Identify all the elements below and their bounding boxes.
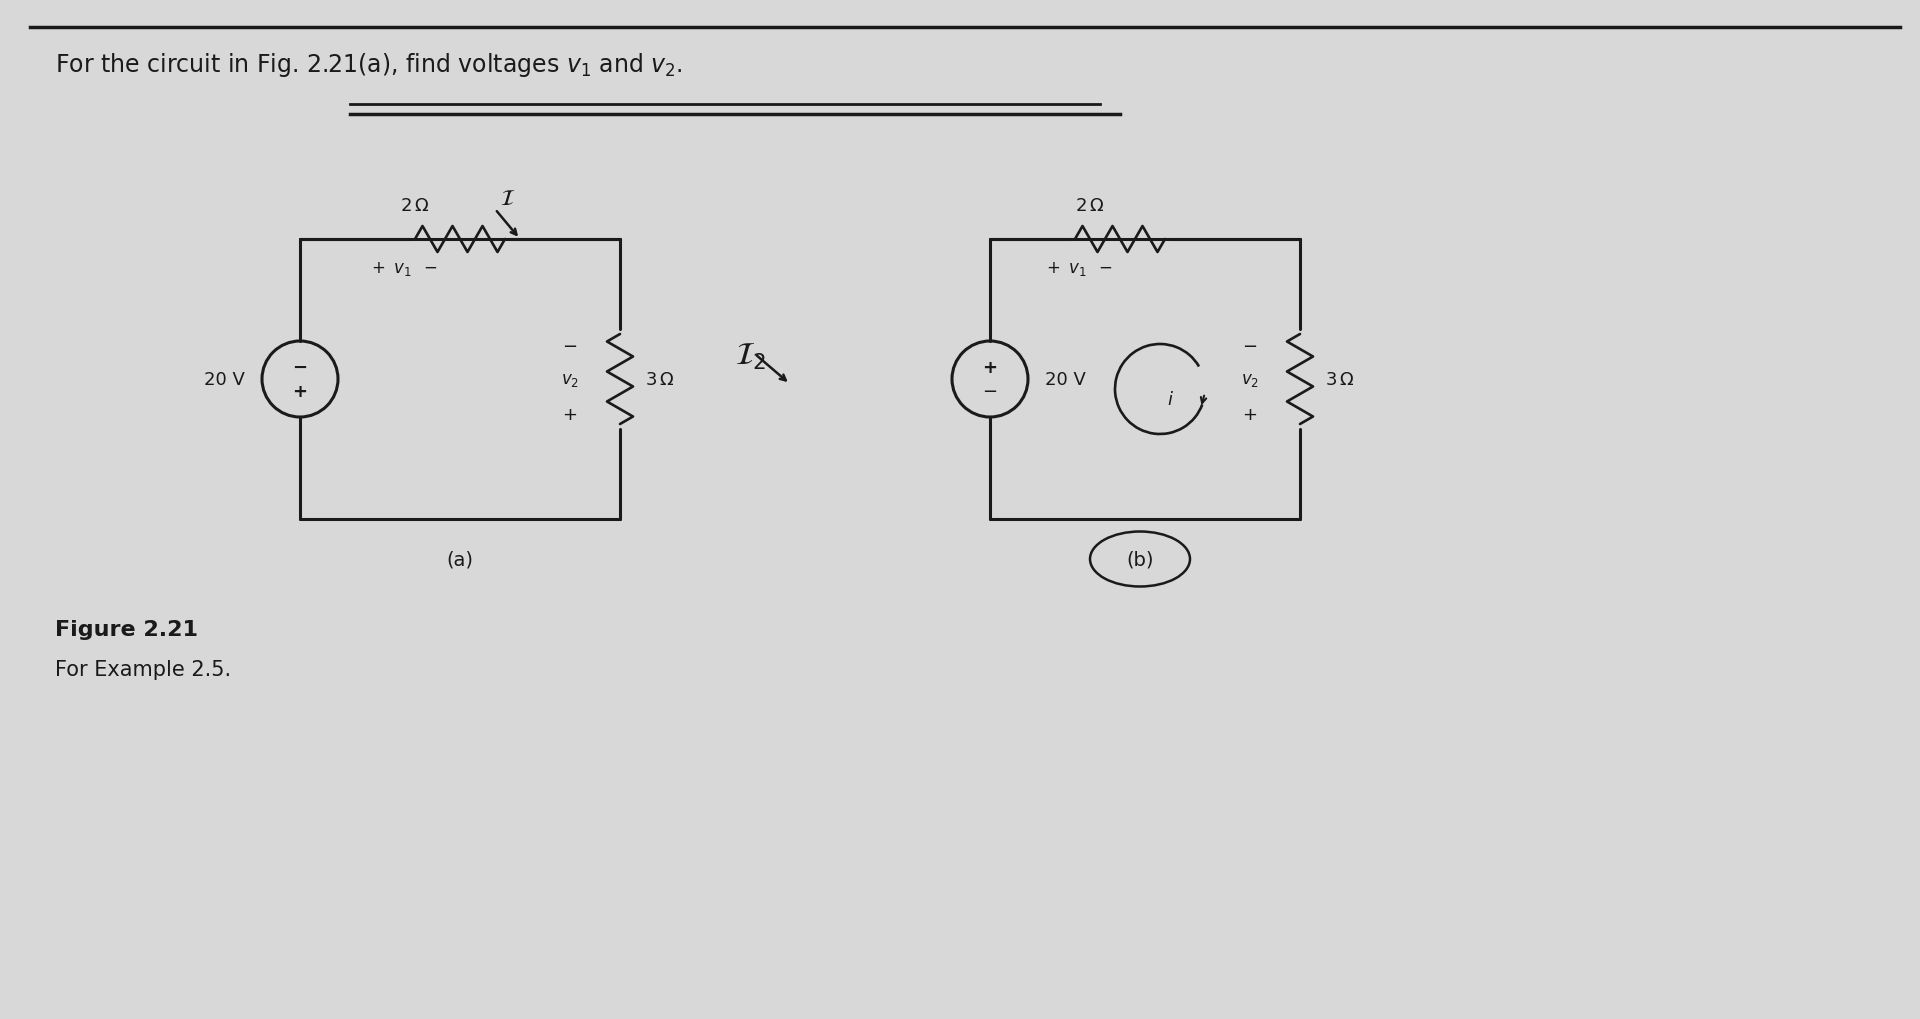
Text: For Example 2.5.: For Example 2.5. xyxy=(56,659,230,680)
Text: $\mathcal{I}_2$: $\mathcal{I}_2$ xyxy=(735,340,766,372)
Text: $3\,\Omega$: $3\,\Omega$ xyxy=(645,371,674,388)
Text: $+ \;\; v_1 \;\; -$: $+ \;\; v_1 \;\; -$ xyxy=(1046,260,1114,278)
Text: $i$: $i$ xyxy=(1167,390,1173,409)
Text: $\mathcal{I}$: $\mathcal{I}$ xyxy=(499,187,515,210)
Text: $-$: $-$ xyxy=(1242,335,1258,354)
Text: $+$: $+$ xyxy=(1242,406,1258,424)
Text: 20 V: 20 V xyxy=(204,371,246,388)
Text: $-$: $-$ xyxy=(563,335,578,354)
Text: (b): (b) xyxy=(1127,550,1154,569)
Text: $2\,\Omega$: $2\,\Omega$ xyxy=(1075,197,1104,215)
Text: −: − xyxy=(292,359,307,377)
Text: (a): (a) xyxy=(447,550,474,569)
Text: For the circuit in Fig. 2.21(a), find voltages $v_1$ and $v_2$.: For the circuit in Fig. 2.21(a), find vo… xyxy=(56,51,684,78)
Text: +: + xyxy=(983,359,998,377)
Text: $+$: $+$ xyxy=(563,406,578,424)
Text: +: + xyxy=(292,382,307,400)
Text: −: − xyxy=(983,382,998,400)
Text: $2\,\Omega$: $2\,\Omega$ xyxy=(399,197,430,215)
Text: 20 V: 20 V xyxy=(1044,371,1087,388)
Text: $v_2$: $v_2$ xyxy=(1240,371,1260,388)
Text: $3\,\Omega$: $3\,\Omega$ xyxy=(1325,371,1354,388)
Text: Figure 2.21: Figure 2.21 xyxy=(56,620,198,639)
Text: $+ \;\; v_1 \;\; -$: $+ \;\; v_1 \;\; -$ xyxy=(371,260,438,278)
Text: $v_2$: $v_2$ xyxy=(561,371,580,388)
